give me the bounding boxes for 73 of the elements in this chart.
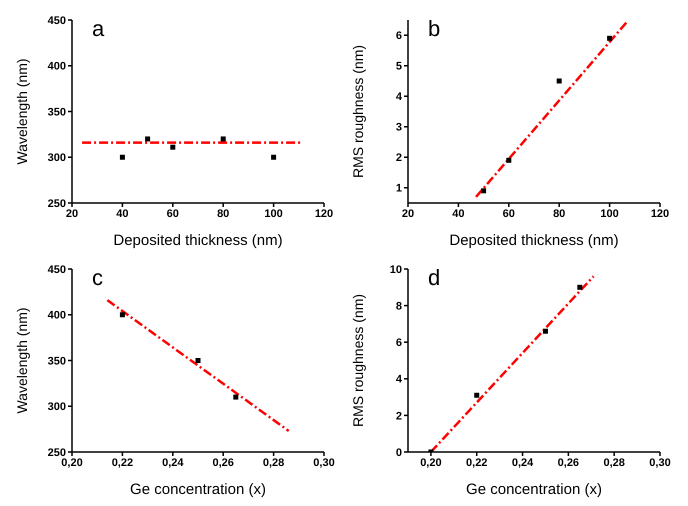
y-tick-label: 350 <box>48 106 66 118</box>
x-tick-label: 0,30 <box>313 456 335 469</box>
y-tick-label: 8 <box>396 300 402 313</box>
point <box>120 154 125 160</box>
y-axis-title: Wavelength (nm) <box>14 307 30 414</box>
y-tick-label: 10 <box>390 264 402 276</box>
y-axis-title: RMS roughness (nm) <box>350 294 366 428</box>
x-tick-label: 40 <box>116 208 129 220</box>
y-tick-label: 0 <box>396 446 402 459</box>
chart-title: d <box>428 265 440 291</box>
point <box>233 394 238 400</box>
y-tick-label: 3 <box>396 122 402 134</box>
y-tick-label: 6 <box>396 337 402 350</box>
chart-title: b <box>428 16 440 42</box>
x-tick-label: 0,28 <box>262 456 284 469</box>
x-axis-title: Deposited thickness (nm) <box>449 232 619 249</box>
point <box>271 154 276 160</box>
x-tick-label: 100 <box>600 208 619 220</box>
chart-title: a <box>92 16 104 42</box>
x-axis-title: Ge concentration (x) <box>130 481 266 498</box>
point <box>120 312 125 318</box>
y-axis-title: Wavelength (nm) <box>14 58 30 165</box>
point <box>196 358 200 363</box>
x-tick-label: 0,22 <box>112 456 134 469</box>
point <box>170 144 176 150</box>
y-tick-label: 250 <box>48 446 66 459</box>
chart-title: c <box>92 265 103 291</box>
x-tick-label: 0,20 <box>61 456 83 469</box>
y-tick-label: 300 <box>48 401 66 414</box>
y-tick-label: 2 <box>396 410 402 422</box>
x-tick-label: 0,22 <box>466 456 488 469</box>
x-tick-label: 100 <box>264 208 283 220</box>
y-tick-label: 4 <box>396 374 403 386</box>
y-tick-label: 400 <box>48 310 66 322</box>
x-tick-label: 80 <box>217 208 230 220</box>
x-axis-title: Ge concentration (x) <box>466 481 602 498</box>
y-tick-label: 450 <box>48 14 66 27</box>
y-tick-label: 450 <box>48 264 66 276</box>
x-tick-label: 80 <box>553 208 566 220</box>
y-tick-label: 6 <box>396 30 402 42</box>
x-tick-label: 0,30 <box>649 456 671 469</box>
point <box>145 136 150 142</box>
point <box>577 284 582 290</box>
point <box>481 188 486 194</box>
y-tick-label: 2 <box>396 152 402 164</box>
y-tick-label: 350 <box>48 355 66 368</box>
y-tick-label: 5 <box>396 60 402 73</box>
y-tick-label: 4 <box>396 91 403 104</box>
x-tick-label: 60 <box>502 208 515 220</box>
x-tick-label: 0,24 <box>512 456 534 469</box>
x-tick-label: 0,26 <box>558 456 580 469</box>
x-tick-label: 0,20 <box>420 456 442 469</box>
x-tick-label: 20 <box>402 208 414 220</box>
x-tick-label: 0,24 <box>162 456 184 469</box>
x-tick-label: 120 <box>314 208 334 220</box>
point <box>607 36 612 41</box>
y-tick-label: 400 <box>48 60 66 73</box>
x-tick-label: 20 <box>66 208 78 220</box>
x-tick-label: 60 <box>166 208 179 220</box>
x-axis-title: Deposited thickness (nm) <box>113 232 283 249</box>
x-tick-label: 0,28 <box>603 456 625 469</box>
x-tick-label: 0,26 <box>212 456 234 469</box>
x-tick-label: 40 <box>452 208 465 220</box>
point <box>474 392 480 398</box>
y-tick-label: 300 <box>48 152 66 164</box>
y-tick-label: 1 <box>396 182 402 195</box>
point <box>220 136 226 142</box>
y-tick-label: 250 <box>48 198 66 210</box>
x-tick-label: 120 <box>650 208 670 220</box>
point <box>542 328 548 334</box>
y-axis-title: RMS roughness (nm) <box>350 44 366 178</box>
point <box>556 78 562 84</box>
point <box>506 158 512 163</box>
